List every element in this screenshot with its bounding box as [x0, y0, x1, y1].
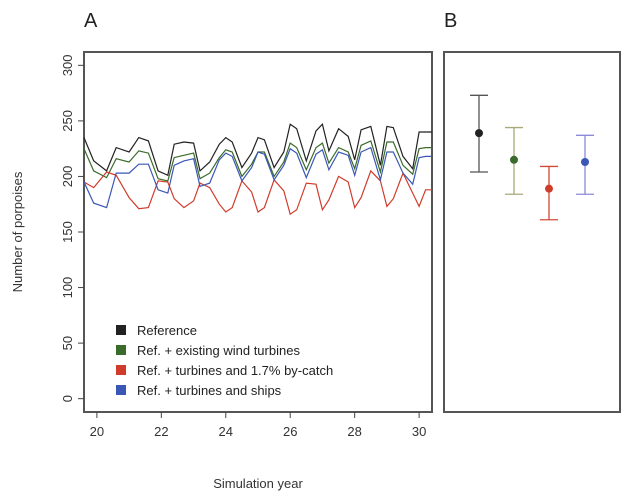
series-line-ref-existing-wind-turbines: [83, 140, 432, 182]
y-tick-label: 0: [60, 395, 75, 402]
y-tick-label: 150: [60, 221, 75, 243]
x-tick-label: 24: [219, 424, 233, 439]
mean-point: [475, 129, 483, 138]
legend-label: Ref. + turbines and 1.7% by-catch: [137, 363, 333, 378]
legend-swatch: [116, 365, 126, 375]
legend-swatch: [116, 385, 126, 395]
y-tick-label: 50: [60, 336, 75, 350]
legend-swatch: [116, 345, 126, 355]
y-tick-label: 300: [60, 54, 75, 76]
legend-label: Reference: [137, 323, 197, 338]
x-tick-label: 20: [90, 424, 104, 439]
errorbar-reference: [470, 94, 488, 173]
mean-point: [581, 158, 589, 166]
x-tick-label: 28: [347, 424, 361, 439]
legend: Reference Ref. + existing wind turbines Re…: [116, 323, 333, 398]
panel-a-frame: [83, 51, 433, 413]
x-tick-label: 26: [283, 424, 297, 439]
mean-point: [545, 184, 553, 193]
y-tick-label: 250: [60, 110, 75, 132]
x-axis-title: Simulation year: [213, 476, 303, 491]
legend-swatch: [116, 325, 126, 335]
x-tick-label: 22: [154, 424, 168, 439]
panel-a-label: A: [84, 10, 98, 32]
series-line-reference: [83, 122, 432, 177]
series-line-ref-turbines-and-ships: [83, 146, 432, 209]
panel-b-frame: [443, 51, 621, 413]
errorbar-ref-existing-wind-turbines: [505, 126, 523, 195]
y-axis-title: Number of porpoises: [10, 171, 25, 292]
mean-point: [510, 155, 518, 164]
errorbar-ref-turbines-and-1-7-by-catch: [540, 165, 558, 221]
legend-label: Ref. + turbines and ships: [137, 383, 282, 398]
panel-b-plot: [443, 51, 621, 413]
y-tick-label: 100: [60, 277, 75, 299]
panel-b-label: B: [444, 10, 457, 32]
y-tick-label: 200: [60, 166, 75, 188]
legend-label: Ref. + existing wind turbines: [137, 343, 300, 358]
x-tick-label: 30: [412, 424, 426, 439]
panel-a-plot: 0 50 100 150 200 250 300 20 22 24 26 28 30 Simulati…: [10, 51, 433, 491]
errorbar-ref-turbines-and-ships: [576, 134, 594, 195]
